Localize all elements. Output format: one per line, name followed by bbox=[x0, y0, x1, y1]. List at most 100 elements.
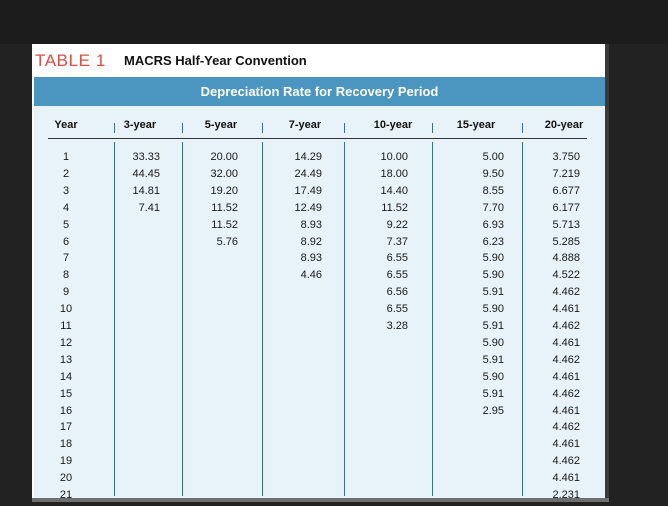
year-cell: 3 bbox=[62, 184, 70, 197]
rate-cell: 5.713 bbox=[552, 218, 580, 231]
column-divider bbox=[114, 142, 115, 496]
rate-cell: 5.90 bbox=[482, 303, 504, 316]
column-header: 7-year bbox=[288, 119, 322, 131]
column-header: 15-year bbox=[456, 119, 496, 131]
rate-cell: 5.91 bbox=[482, 286, 504, 299]
year-cell: 8 bbox=[62, 269, 70, 282]
rate-cell: 8.93 bbox=[300, 252, 322, 265]
column-divider bbox=[262, 142, 263, 496]
rate-cell: 9.22 bbox=[386, 218, 408, 231]
rate-cell: 17.49 bbox=[294, 184, 322, 197]
year-cell: 16 bbox=[59, 404, 73, 417]
table-body: Year 3-year 5-year 7-year 10-year 15-year 20-y… bbox=[34, 106, 605, 501]
rate-cell: 8.93 bbox=[300, 218, 322, 231]
rate-cell: 4.46 bbox=[300, 269, 322, 282]
rate-cell: 4.461 bbox=[552, 438, 580, 451]
rate-cell: 11.52 bbox=[211, 201, 238, 214]
rate-cell: 5.91 bbox=[482, 353, 504, 366]
rate-cell: 6.55 bbox=[386, 269, 408, 282]
rate-cell: 24.49 bbox=[294, 167, 322, 180]
rate-cell: 18.00 bbox=[380, 167, 408, 180]
rate-cell: 19.20 bbox=[210, 184, 238, 197]
year-cell: 10 bbox=[59, 303, 73, 316]
rate-cell: 8.92 bbox=[300, 235, 322, 248]
rate-cell: 20.00 bbox=[210, 151, 238, 163]
column-divider bbox=[522, 142, 523, 496]
year-cell: 21 bbox=[59, 489, 73, 501]
column-header: 20-year bbox=[544, 119, 584, 131]
column-header: 5-year bbox=[204, 119, 238, 131]
band-title: Depreciation Rate for Recovery Period bbox=[200, 84, 439, 99]
column-divider bbox=[522, 123, 523, 133]
rate-cell: 7.41 bbox=[138, 201, 160, 214]
rate-cell: 5.00 bbox=[482, 151, 504, 163]
rate-cell: 14.81 bbox=[132, 184, 160, 197]
rate-cell: 3.28 bbox=[386, 320, 408, 332]
year-cell: 15 bbox=[59, 387, 73, 400]
column-header: 3-year bbox=[123, 119, 157, 131]
year-cell: 11 bbox=[60, 320, 72, 332]
year-cell: 18 bbox=[59, 438, 73, 451]
rate-cell: 6.55 bbox=[386, 303, 408, 316]
column-divider bbox=[344, 142, 345, 496]
year-cell: 1 bbox=[62, 151, 70, 163]
rate-cell: 8.55 bbox=[482, 184, 504, 197]
year-cell: 14 bbox=[59, 370, 73, 383]
rate-cell: 12.49 bbox=[294, 201, 322, 214]
rate-cell: 4.461 bbox=[552, 472, 580, 485]
rate-cell: 33.33 bbox=[132, 151, 160, 163]
rate-cell: 5.90 bbox=[482, 269, 504, 282]
column-divider bbox=[262, 123, 263, 133]
table-title-row: TABLE 1 MACRS Half-Year Convention bbox=[32, 44, 605, 77]
rate-cell: 9.50 bbox=[482, 167, 504, 180]
rate-cell: 6.55 bbox=[386, 252, 408, 265]
year-cell: 19 bbox=[59, 455, 73, 468]
column-header: Year bbox=[54, 119, 78, 131]
column-divider bbox=[432, 123, 433, 133]
rate-cell: 44.45 bbox=[132, 167, 160, 180]
rate-cell: 7.37 bbox=[386, 235, 408, 248]
rate-cell: 4.461 bbox=[552, 303, 580, 316]
year-cell: 13 bbox=[59, 353, 73, 366]
rate-cell: 6.177 bbox=[552, 201, 580, 214]
panel-shadow-bottom bbox=[32, 498, 609, 502]
column-divider bbox=[432, 142, 433, 496]
rate-cell: 7.70 bbox=[482, 201, 504, 214]
year-cell: 20 bbox=[59, 472, 73, 485]
year-cell: 4 bbox=[62, 201, 70, 214]
year-cell: 9 bbox=[62, 286, 70, 299]
rate-cell: 2.95 bbox=[482, 404, 504, 417]
header-rule bbox=[48, 138, 587, 139]
column-divider bbox=[182, 142, 183, 496]
dark-background bbox=[0, 0, 668, 44]
rate-cell: 6.677 bbox=[552, 184, 580, 197]
rate-cell: 5.90 bbox=[482, 370, 504, 383]
rate-cell: 5.76 bbox=[216, 235, 238, 248]
table-panel: TABLE 1 MACRS Half-Year Convention Depre… bbox=[32, 44, 605, 501]
rate-cell: 5.91 bbox=[482, 320, 504, 332]
rate-cell: 5.90 bbox=[482, 252, 504, 265]
rate-cell: 5.285 bbox=[552, 235, 580, 248]
year-cell: 2 bbox=[62, 167, 70, 180]
rate-cell: 4.461 bbox=[552, 370, 580, 383]
column-divider bbox=[114, 123, 115, 133]
rate-cell: 4.461 bbox=[552, 336, 580, 349]
rate-cell: 11.52 bbox=[211, 218, 238, 231]
year-cell: 7 bbox=[62, 252, 70, 265]
table-title: MACRS Half-Year Convention bbox=[123, 53, 307, 68]
rate-cell: 6.23 bbox=[482, 235, 504, 248]
rate-cell: 5.90 bbox=[482, 336, 504, 349]
column-header: 10-year bbox=[373, 119, 413, 131]
rate-cell: 2.231 bbox=[552, 489, 580, 501]
header-band: Depreciation Rate for Recovery Period bbox=[34, 77, 605, 106]
year-cell: 5 bbox=[62, 218, 70, 231]
rate-cell: 14.40 bbox=[380, 184, 408, 197]
rate-cell: 4.462 bbox=[552, 353, 580, 366]
year-cell: 6 bbox=[62, 235, 70, 248]
rate-cell: 10.00 bbox=[380, 151, 408, 163]
rate-cell: 14.29 bbox=[294, 151, 322, 163]
table-number-label: TABLE 1 bbox=[35, 50, 106, 70]
panel-shadow-right bbox=[605, 44, 609, 498]
rate-cell: 4.462 bbox=[552, 387, 580, 400]
rate-cell: 11.52 bbox=[381, 201, 408, 214]
